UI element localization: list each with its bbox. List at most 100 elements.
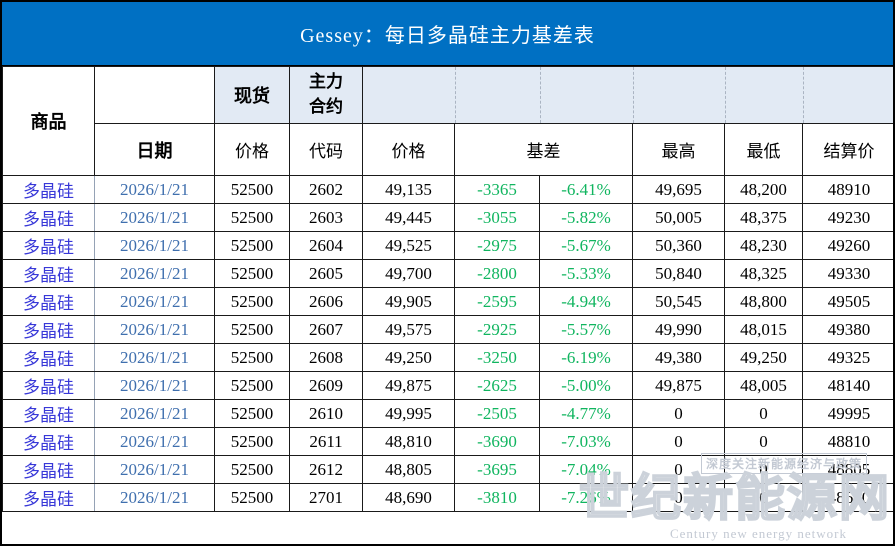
cell-date: 2026/1/21: [94, 483, 215, 512]
cell-date: 2026/1/21: [94, 427, 215, 456]
cell-high: 0: [632, 483, 725, 512]
col-header-basis: 基差: [454, 123, 633, 176]
col-header-contract-code: 代码: [289, 123, 363, 176]
cell-date: 2026/1/21: [94, 455, 215, 484]
cell-settlement: 49995: [801, 399, 893, 428]
cell-contract-price: 49,250: [362, 343, 455, 372]
cell-contract-code: 2612: [289, 455, 363, 484]
cell-spot-price: 52500: [214, 203, 290, 232]
cell-basis: -3695: [454, 455, 540, 484]
col-header-contract-price: 价格: [362, 123, 455, 176]
cell-settlement: 48810: [801, 427, 893, 456]
col-header-settlement: 结算价: [801, 123, 893, 176]
table-row: 多晶硅 2026/1/21 52500 2604 49,525 -2975 -5.67% 50…: [2, 231, 893, 260]
header-row-1: 商品 现货 主力合约: [2, 66, 893, 176]
col-header-spot: 现货: [214, 66, 290, 124]
cell-basis-pct: -4.94%: [539, 287, 633, 316]
cell-contract-price: 49,575: [362, 315, 455, 344]
cell-contract-code: 2605: [289, 259, 363, 288]
cell-commodity: 多晶硅: [2, 483, 95, 512]
cell-low: 48,325: [724, 259, 803, 288]
cell-contract-code: 2608: [289, 343, 363, 372]
watermark-subtitle: Century new energy network: [669, 526, 847, 541]
cell-basis-pct: -7.03%: [539, 427, 633, 456]
header-row-2: 日期 价格 代码 价格 基差 最高 最低 结算价: [3, 123, 893, 176]
cell-spot-price: 52500: [214, 287, 290, 316]
cell-settlement: 49505: [801, 287, 893, 316]
cell-basis-pct: -7.04%: [539, 455, 633, 484]
cell-spot-price: 52500: [214, 259, 290, 288]
cell-commodity: 多晶硅: [2, 203, 95, 232]
cell-date: 2026/1/21: [94, 259, 215, 288]
cell-settlement: 49380: [801, 315, 893, 344]
cell-contract-code: 2607: [289, 315, 363, 344]
cell-contract-code: 2602: [289, 175, 363, 204]
cell-high: 49,875: [632, 371, 725, 400]
cell-date: 2026/1/21: [94, 371, 215, 400]
cell-date: 2026/1/21: [94, 315, 215, 344]
cell-spot-price: 52500: [214, 175, 290, 204]
cell-basis-pct: -5.67%: [539, 231, 633, 260]
cell-contract-price: 48,810: [362, 427, 455, 456]
cell-high: 49,990: [632, 315, 725, 344]
cell-basis-pct: -4.77%: [539, 399, 633, 428]
cell-low: 48,800: [724, 287, 803, 316]
cell-basis-pct: -5.33%: [539, 259, 633, 288]
dashed-gridline: [455, 67, 456, 123]
cell-commodity: 多晶硅: [2, 427, 95, 456]
cell-date: 2026/1/21: [94, 399, 215, 428]
cell-low: 0: [724, 399, 803, 428]
table-row: 多晶硅 2026/1/21 52500 2612 48,805 -3695 -7.04% 0 0…: [2, 455, 893, 484]
cell-high: 49,695: [632, 175, 725, 204]
cell-basis: -3810: [454, 483, 540, 512]
cell-date: 2026/1/21: [94, 343, 215, 372]
cell-contract-code: 2604: [289, 231, 363, 260]
dashed-gridline: [725, 67, 726, 123]
table-row: 多晶硅 2026/1/21 52500 2605 49,700 -2800 -5.33% 50…: [2, 259, 893, 288]
cell-low: 0: [724, 455, 803, 484]
header-empty-cell: [94, 66, 215, 124]
cell-commodity: 多晶硅: [2, 259, 95, 288]
cell-contract-price: 49,905: [362, 287, 455, 316]
cell-spot-price: 52500: [214, 343, 290, 372]
cell-contract-code: 2609: [289, 371, 363, 400]
table-row: 多晶硅 2026/1/21 52500 2611 48,810 -3690 -7.03% 0 0…: [2, 427, 893, 456]
cell-contract-price: 48,690: [362, 483, 455, 512]
cell-contract-code: 2610: [289, 399, 363, 428]
cell-date: 2026/1/21: [94, 231, 215, 260]
cell-spot-price: 52500: [214, 315, 290, 344]
table-title-banner: Gessey：每日多晶硅主力基差表: [2, 2, 893, 66]
dashed-gridline: [633, 67, 634, 123]
cell-commodity: 多晶硅: [2, 455, 95, 484]
col-header-date: 日期: [94, 123, 215, 176]
main-contract-label: 主力合约: [309, 72, 343, 116]
cell-date: 2026/1/21: [94, 175, 215, 204]
cell-low: 0: [724, 427, 803, 456]
cell-basis: -3690: [454, 427, 540, 456]
cell-high: 50,840: [632, 259, 725, 288]
cell-basis: -2925: [454, 315, 540, 344]
cell-contract-price: 49,135: [362, 175, 455, 204]
cell-settlement: 49260: [801, 231, 893, 260]
cell-spot-price: 52500: [214, 399, 290, 428]
cell-basis-pct: -5.00%: [539, 371, 633, 400]
table-row: 多晶硅 2026/1/21 52500 2608 49,250 -3250 -6.19% 49…: [2, 343, 893, 372]
table-row: 多晶硅 2026/1/21 52500 2701 48,690 -3810 -7.26% 0 0…: [2, 483, 893, 512]
table-row: 多晶硅 2026/1/21 52500 2606 49,905 -2595 -4.94% 50…: [2, 287, 893, 316]
cell-basis-pct: -6.41%: [539, 175, 633, 204]
cell-low: 48,230: [724, 231, 803, 260]
cell-high: 0: [632, 455, 725, 484]
cell-low: 49,250: [724, 343, 803, 372]
table-row: 多晶硅 2026/1/21 52500 2609 49,875 -2625 -5.00% 49…: [2, 371, 893, 400]
cell-basis: -2800: [454, 259, 540, 288]
cell-basis: -2625: [454, 371, 540, 400]
table-row: 多晶硅 2026/1/21 52500 2603 49,445 -3055 -5.82% 50…: [2, 203, 893, 232]
cell-basis: -3365: [454, 175, 540, 204]
cell-contract-price: 49,525: [362, 231, 455, 260]
cell-commodity: 多晶硅: [2, 175, 95, 204]
cell-basis-pct: -5.82%: [539, 203, 633, 232]
cell-contract-code: 2603: [289, 203, 363, 232]
cell-settlement: 48690: [801, 483, 893, 512]
cell-commodity: 多晶硅: [2, 231, 95, 260]
cell-contract-code: 2611: [289, 427, 363, 456]
